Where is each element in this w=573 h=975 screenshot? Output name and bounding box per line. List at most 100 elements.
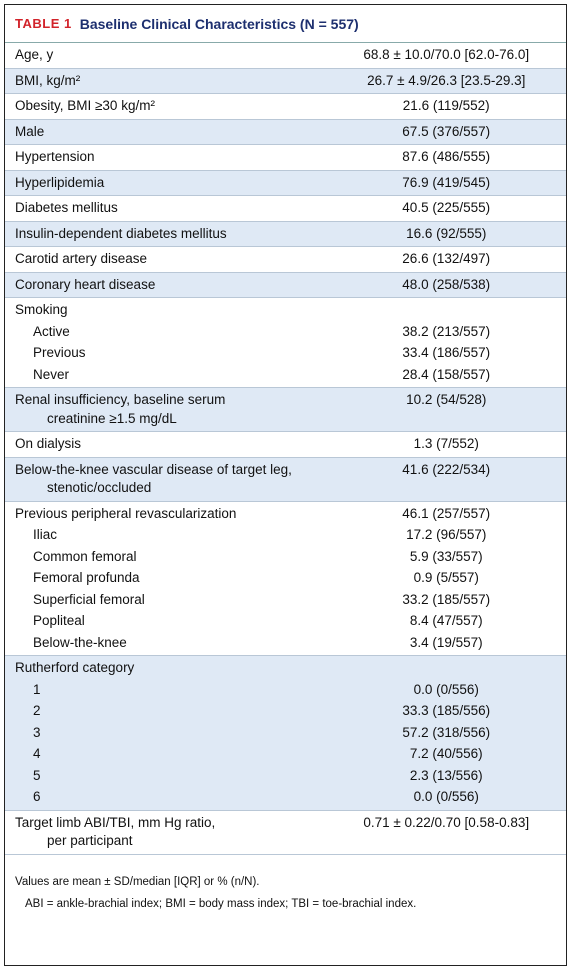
row-label: Previous peripheral revascularization xyxy=(15,505,237,521)
row-label: Popliteal xyxy=(33,613,85,628)
row-value: 28.4 (158/557) xyxy=(402,366,491,382)
table-row: Coronary heart disease 48.0 (258/538) xyxy=(5,272,566,298)
row-label: Hypertension xyxy=(15,149,95,164)
table-row-line: Renal insufficiency, baseline serum creat… xyxy=(5,388,566,431)
table: TABLE 1 Baseline Clinical Characteristic… xyxy=(4,4,567,966)
table-row-line: Smoking xyxy=(5,298,566,323)
table-row-line: BMI, kg/m² 26.7 ± 4.9/26.3 [23.5-29.3] xyxy=(5,69,566,94)
table-row: Insulin-dependent diabetes mellitus 16.6 … xyxy=(5,221,566,247)
row-value: 26.6 (132/497) xyxy=(402,251,491,266)
row-value: 33.2 (185/557) xyxy=(402,591,491,607)
table-row-line: On dialysis 1.3 (7/552) xyxy=(5,432,566,457)
table-row: Male 67.5 (376/557) xyxy=(5,119,566,145)
row-label: Below-the-knee vascular disease of targe… xyxy=(5,461,326,498)
row-label: Age, y xyxy=(15,47,54,62)
table-body: Age, y 68.8 ± 10.0/70.0 [62.0-76.0] BMI, k… xyxy=(5,43,566,855)
row-label: Obesity, BMI ≥30 kg/m² xyxy=(15,98,155,113)
row-label: Diabetes mellitus xyxy=(15,200,118,215)
table-row: Carotid artery disease 26.6 (132/497) xyxy=(5,247,566,273)
note: Values are mean ± SD/median [IQR] or % (… xyxy=(15,875,260,888)
row-value: 0.71 ± 0.22/0.70 [0.58-0.83] xyxy=(363,814,530,830)
table-row-line: Insulin-dependent diabetes mellitus 16.6 … xyxy=(5,222,566,247)
table-row-line: Common femoral 5.9 (33/557) xyxy=(5,548,566,570)
table-row-line: 5 2.3 (13/556) xyxy=(5,767,566,789)
row-value: 10.2 (54/528) xyxy=(406,392,487,407)
table-row: BMI, kg/m² 26.7 ± 4.9/26.3 [23.5-29.3] xyxy=(5,68,566,94)
row-label: Never xyxy=(33,366,70,382)
row-value xyxy=(326,301,566,320)
table-row-line: Hypertension 87.6 (486/555) xyxy=(5,145,566,170)
table-row: Hypertension 87.6 (486/555) xyxy=(5,145,566,171)
row-label: Renal insufficiency, baseline serum creat… xyxy=(5,391,326,428)
row-label: Iliac xyxy=(33,527,58,542)
row-label: 4 xyxy=(33,746,41,761)
row-label: 2 xyxy=(33,703,41,718)
table-row-line: Age, y 68.8 ± 10.0/70.0 [62.0-76.0] xyxy=(5,43,566,68)
row-value: 0.0 (0/556) xyxy=(413,789,479,804)
row-value: 2.3 (13/556) xyxy=(409,767,483,783)
table-row-line: Never 28.4 (158/557) xyxy=(5,366,566,388)
table-row-line: Obesity, BMI ≥30 kg/m² 21.6 (119/552) xyxy=(5,94,566,119)
table-row-line: Below-the-knee vascular disease of targe… xyxy=(5,458,566,501)
table-row-line: Popliteal 8.4 (47/557) xyxy=(5,612,566,634)
table-row: Previous peripheral revascularization 46.… xyxy=(5,502,566,656)
row-value: 76.9 (419/545) xyxy=(402,174,491,190)
row-value: 3.4 (19/557) xyxy=(409,634,483,650)
row-value: 7.2 (40/556) xyxy=(409,746,483,761)
table-row-line: Superficial femoral 33.2 (185/557) xyxy=(5,591,566,613)
row-label: Common femoral xyxy=(33,548,137,564)
row-value: 33.3 (185/556) xyxy=(402,703,491,718)
table-row-line: Target limb ABI/TBI, mm Hg ratio, per par… xyxy=(5,811,566,854)
row-label: Femoral profunda xyxy=(33,570,140,585)
row-label: 1 xyxy=(33,681,41,697)
row-label: Coronary heart disease xyxy=(15,276,156,292)
row-label: 6 xyxy=(33,789,41,804)
row-label: Previous xyxy=(33,345,86,360)
table-row-line: 4 7.2 (40/556) xyxy=(5,745,566,767)
table-row-line: Male 67.5 (376/557) xyxy=(5,120,566,145)
row-label: Carotid artery disease xyxy=(15,251,148,266)
row-value xyxy=(326,659,566,678)
row-label: Smoking xyxy=(15,302,68,317)
row-label-line: Below-the-knee vascular disease of targe… xyxy=(15,461,292,477)
row-label: 5 xyxy=(33,767,41,783)
table-row: Renal insufficiency, baseline serum creat… xyxy=(5,388,566,432)
row-value: 1.3 (7/552) xyxy=(413,436,479,451)
row-label: Target limb ABI/TBI, mm Hg ratio, per par… xyxy=(5,814,326,851)
row-value: 17.2 (96/557) xyxy=(406,527,487,542)
table-tag: TABLE 1 xyxy=(15,16,72,31)
row-label: Hyperlipidemia xyxy=(15,174,105,190)
row-label: Male xyxy=(15,123,45,139)
row-value: 40.5 (225/555) xyxy=(402,200,491,215)
row-value: 57.2 (318/556) xyxy=(402,724,491,740)
row-value: 46.1 (257/557) xyxy=(402,505,491,521)
row-label-line: creatinine ≥1.5 mg/dL xyxy=(47,410,177,426)
row-label-line: Renal insufficiency, baseline serum xyxy=(15,392,226,407)
row-label-line: Target limb ABI/TBI, mm Hg ratio, xyxy=(15,814,216,830)
row-value: 33.4 (186/557) xyxy=(402,345,491,360)
table-row-line: 6 0.0 (0/556) xyxy=(5,788,566,810)
row-label: BMI, kg/m² xyxy=(15,72,81,88)
row-label: Below-the-knee xyxy=(33,634,127,650)
table-row: Obesity, BMI ≥30 kg/m² 21.6 (119/552) xyxy=(5,94,566,120)
row-value: 8.4 (47/557) xyxy=(409,613,483,628)
table-title: Baseline Clinical Characteristics (N = 5… xyxy=(79,15,359,32)
row-value: 0.9 (5/557) xyxy=(413,570,479,585)
note: ABI = ankle-brachial index; BMI = body m… xyxy=(25,897,417,910)
row-value: 48.0 (258/538) xyxy=(402,276,491,292)
row-value: 5.9 (33/557) xyxy=(409,548,483,564)
row-value: 67.5 (376/557) xyxy=(402,123,491,139)
row-label: Active xyxy=(33,323,70,339)
row-value: 0.0 (0/556) xyxy=(413,681,479,697)
row-label: Rutherford category xyxy=(15,660,135,675)
table-row-line: Below-the-knee 3.4 (19/557) xyxy=(5,634,566,656)
table-row: Smoking Active 38.2 (213/557) Previous 33.4 … xyxy=(5,298,566,388)
row-label-line: per participant xyxy=(47,833,133,848)
row-label: Insulin-dependent diabetes mellitus xyxy=(15,225,227,241)
table-row: Diabetes mellitus 40.5 (225/555) xyxy=(5,196,566,222)
table-row-line: 2 33.3 (185/556) xyxy=(5,702,566,724)
table-header: TABLE 1 Baseline Clinical Characteristic… xyxy=(5,5,566,43)
row-value: 68.8 ± 10.0/70.0 [62.0-76.0] xyxy=(363,47,530,62)
row-value: 21.6 (119/552) xyxy=(402,98,490,113)
